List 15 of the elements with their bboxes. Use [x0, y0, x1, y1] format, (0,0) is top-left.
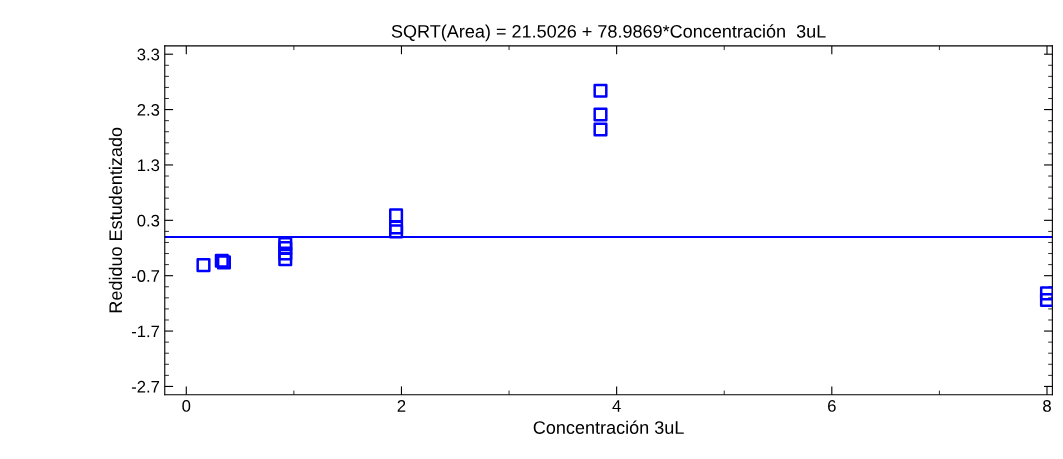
y-tick-label: -1.7 — [131, 325, 160, 338]
chart-title: SQRT(Area) = 21.5026 + 78.9869*Concentración 3uL — [391, 24, 826, 42]
y-axis-title: Rediduo Estudentizado — [108, 127, 123, 313]
y-tick-label: 0.3 — [137, 214, 160, 227]
y-tick-label: -0.7 — [131, 270, 160, 282]
y-tick-label: 1.3 — [138, 159, 160, 172]
y-tick-label: 3.3 — [137, 48, 160, 61]
x-axis-title: Concentración 3uL — [533, 420, 684, 434]
x-tick-label: 0 — [182, 400, 191, 412]
x-tick-label: 6 — [828, 400, 836, 412]
y-tick-label: 2.3 — [137, 103, 160, 116]
y-tick-label: -2.7 — [131, 380, 160, 393]
x-tick-label: 4 — [612, 400, 621, 412]
x-tick-label: 2 — [397, 400, 406, 412]
x-tick-label: 8 — [1043, 400, 1051, 412]
